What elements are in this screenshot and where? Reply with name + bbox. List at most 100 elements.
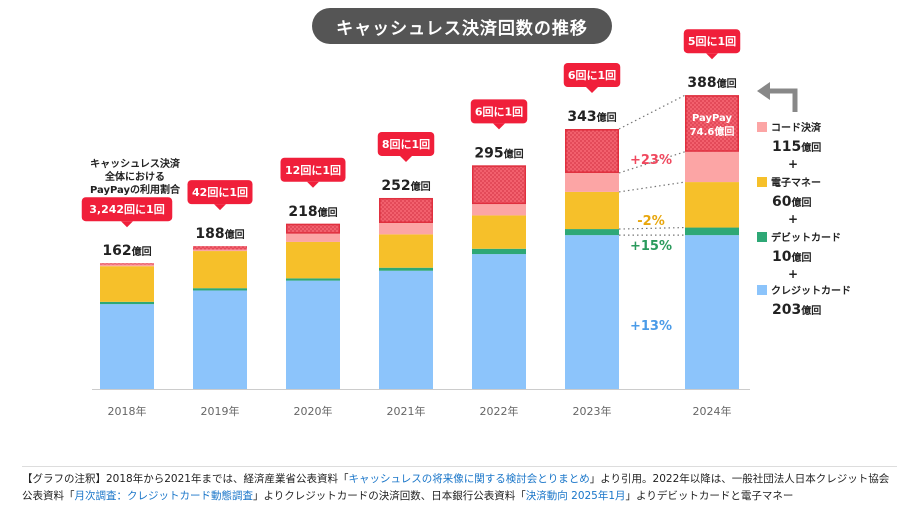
bar-segment-code bbox=[565, 172, 619, 192]
total-label: 388億回 bbox=[687, 75, 736, 91]
bar-segment-credit bbox=[379, 270, 433, 389]
footnote: 【グラフの注釈】2018年から2021年までは、経済産業省公表資料「キャッシュレ… bbox=[22, 466, 897, 505]
legend-value: 203億回 bbox=[772, 302, 821, 318]
plus-sign: + bbox=[788, 267, 798, 281]
bar-segment-emoney bbox=[472, 215, 526, 249]
ratio-callout bbox=[377, 131, 435, 156]
ratio-callout bbox=[280, 157, 346, 182]
paypay-name-label: PayPay bbox=[692, 113, 733, 124]
footnote-link[interactable]: 月次調査：クレジットカード動態調査 bbox=[74, 490, 254, 502]
legend-label: デビットカード bbox=[771, 231, 841, 244]
ratio-callout bbox=[683, 29, 741, 54]
ratio-callout bbox=[563, 63, 621, 88]
paypay-value-label: 74.6億回 bbox=[690, 125, 735, 138]
paypay-outline bbox=[286, 223, 340, 234]
bar-segment-emoney bbox=[685, 182, 739, 228]
legend-value: 60億回 bbox=[772, 194, 811, 210]
footnote-link[interactable]: キャッシュレスの将来像に関する検討会とりまとめ bbox=[348, 473, 590, 485]
total-label: 218億回 bbox=[288, 204, 337, 220]
side-note-line: 全体における bbox=[105, 172, 165, 183]
callout-pointer bbox=[586, 87, 598, 94]
bar-segment-debit bbox=[193, 288, 247, 291]
bar-segment-credit bbox=[472, 254, 526, 389]
side-note-line: PayPayの利用割合 bbox=[89, 185, 181, 196]
arrow-head-icon bbox=[757, 82, 770, 100]
chart-title: キャッシュレス決済回数の推移 bbox=[312, 8, 612, 44]
ratio-label: 5回に1回 bbox=[688, 34, 736, 48]
legend-label: クレジットカード bbox=[771, 285, 851, 297]
total-label: 188億回 bbox=[195, 226, 244, 242]
callout-pointer bbox=[307, 181, 319, 188]
x-tick-label: 2021年 bbox=[387, 404, 426, 418]
bar-segment-paypay bbox=[100, 263, 154, 265]
legend-value: 10億回 bbox=[772, 249, 811, 265]
legend-swatch-code bbox=[757, 122, 767, 132]
change-label: +23% bbox=[630, 153, 672, 168]
ratio-callout bbox=[187, 180, 253, 205]
bar-segment-debit bbox=[286, 278, 340, 281]
paypay-outline bbox=[379, 197, 433, 223]
bar-segment-credit bbox=[193, 290, 247, 389]
legend-label: 電子マネー bbox=[771, 177, 821, 189]
footnote-text: 」よりクレジットカードの決済回数、日本銀行公表資料「 bbox=[253, 490, 526, 502]
change-label: +15% bbox=[630, 239, 672, 254]
bar-segment-debit bbox=[379, 267, 433, 271]
x-tick-label: 2018年 bbox=[108, 404, 147, 418]
total-label: 252億回 bbox=[381, 178, 430, 194]
ratio-label: 6回に1回 bbox=[475, 104, 523, 118]
legend-label: コード決済 bbox=[771, 121, 822, 134]
side-note-line: キャッシュレス決済 bbox=[90, 159, 180, 170]
bar-segment-emoney bbox=[379, 234, 433, 268]
bar-segment-paypay bbox=[565, 129, 619, 173]
bar-segment-emoney bbox=[286, 241, 340, 279]
ratio-callout bbox=[470, 99, 528, 124]
ratio-label: 3,242回に1回 bbox=[89, 202, 164, 216]
bar-segment-code bbox=[685, 151, 739, 183]
bar-segment-debit bbox=[565, 229, 619, 236]
bar-segment-paypay bbox=[286, 223, 340, 234]
bar-segment-code bbox=[286, 233, 340, 242]
change-label: +13% bbox=[630, 319, 672, 334]
paypay-outline bbox=[472, 165, 526, 205]
bar-segment-paypay bbox=[472, 165, 526, 205]
x-tick-label: 2024年 bbox=[693, 404, 732, 418]
bar-segment-emoney bbox=[193, 251, 247, 289]
bar-segment-debit bbox=[685, 227, 739, 236]
callout-pointer bbox=[121, 221, 133, 228]
footnote-text: 【グラフの注釈】2018年から2021年までは、経済産業省公表資料「 bbox=[22, 473, 349, 485]
callout-pointer bbox=[493, 123, 505, 130]
bar-segment-debit bbox=[472, 248, 526, 255]
callout-pointer bbox=[214, 204, 226, 211]
bar-segment-credit bbox=[100, 304, 154, 389]
ratio-label: 12回に1回 bbox=[285, 163, 341, 177]
bar-segment-paypay bbox=[685, 95, 739, 152]
connector-line bbox=[618, 181, 686, 193]
bar-segment-code bbox=[100, 264, 154, 267]
footnote-link[interactable]: 決済動向 2025年1月 bbox=[525, 490, 626, 502]
bar-segment-credit bbox=[286, 280, 340, 389]
ratio-label: 6回に1回 bbox=[568, 68, 616, 82]
bar-segment-paypay bbox=[379, 197, 433, 223]
x-tick-label: 2023年 bbox=[573, 404, 612, 418]
paypay-share-note: キャッシュレス決済 全体における PayPayの利用割合 bbox=[60, 158, 210, 197]
footnote-text: 」よりデビットカードと電子マネー bbox=[625, 490, 794, 502]
bar-segment-code bbox=[193, 249, 247, 252]
legend-swatch-debit bbox=[757, 232, 767, 242]
bar-segment-credit bbox=[685, 235, 739, 389]
labels-layer: 2018年 162億回 3,242回に1回 2019年 188億回 42回に1回 2020年… bbox=[81, 29, 741, 418]
bar-segment-debit bbox=[100, 301, 154, 305]
callout-pointer bbox=[706, 53, 718, 60]
ratio-label: 42回に1回 bbox=[192, 185, 248, 199]
legend-swatch-credit bbox=[757, 285, 767, 295]
footnote-text: 」より引用。2022年以降は、一般社団法人日本クレジット協会公表資料「 bbox=[22, 473, 890, 502]
bar-segment-code bbox=[379, 222, 433, 235]
x-tick-label: 2020年 bbox=[294, 404, 333, 418]
bar-segment-code bbox=[472, 204, 526, 216]
plus-sign: + bbox=[788, 212, 798, 226]
bars-layer bbox=[92, 95, 750, 390]
legend-value: 115億回 bbox=[772, 139, 821, 155]
plus-sign: + bbox=[788, 157, 798, 171]
x-tick-label: 2019年 bbox=[201, 404, 240, 418]
bar-segment-credit bbox=[565, 235, 619, 389]
